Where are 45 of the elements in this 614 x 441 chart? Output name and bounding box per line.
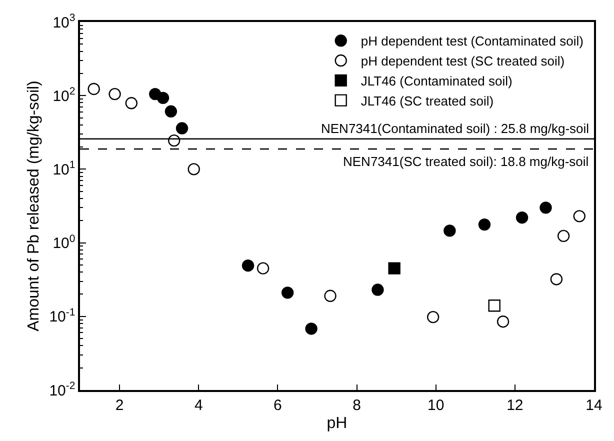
y-tick-label: 10$^{3}$ bbox=[52, 12, 76, 32]
ref-line-label: NEN7341(SC treated soil): 18.8 mg/kg-soil bbox=[343, 154, 589, 169]
point bbox=[88, 82, 100, 96]
point bbox=[516, 212, 528, 224]
point bbox=[305, 322, 318, 335]
point bbox=[164, 105, 178, 118]
x-tick-label: 2 bbox=[115, 396, 124, 414]
point bbox=[281, 286, 294, 299]
y-tick-label: 10$^{0}$ bbox=[52, 232, 76, 252]
point bbox=[573, 210, 586, 222]
x-tick-label: 14 bbox=[586, 396, 602, 414]
y-tick-label: 10$^{-2}$ bbox=[49, 380, 76, 400]
point bbox=[488, 300, 500, 312]
x-tick-label: 6 bbox=[274, 396, 282, 414]
point bbox=[388, 262, 400, 274]
point bbox=[256, 262, 270, 274]
point bbox=[496, 315, 510, 328]
point bbox=[444, 224, 456, 237]
point bbox=[324, 290, 336, 302]
point bbox=[540, 202, 552, 214]
point bbox=[557, 230, 570, 242]
point bbox=[550, 273, 563, 286]
point bbox=[188, 163, 200, 176]
x-tick-label: 10 bbox=[428, 396, 444, 414]
legend-label: JLT46 (Contaminated soil) bbox=[360, 74, 512, 88]
point bbox=[156, 92, 170, 104]
y-axis-title: Amount of Pb released (mg/kg-soil) bbox=[26, 80, 43, 332]
y-tick-label: 10$^{1}$ bbox=[52, 159, 76, 178]
y-tick-label: 10$^{2}$ bbox=[52, 86, 76, 105]
point bbox=[176, 122, 188, 134]
point bbox=[426, 310, 440, 324]
point bbox=[242, 260, 254, 272]
x-axis-title: pH bbox=[326, 414, 348, 432]
point bbox=[125, 97, 138, 110]
point bbox=[108, 88, 121, 100]
x-tick-label: 12 bbox=[506, 396, 524, 414]
legend-label: pH dependent test (SC treated soil) bbox=[360, 54, 565, 69]
x-tick-label: 4 bbox=[194, 396, 203, 414]
x-tick-label: 8 bbox=[352, 396, 361, 414]
y-tick-label: 10$^{-1}$ bbox=[49, 306, 76, 326]
point bbox=[478, 218, 491, 231]
point bbox=[372, 284, 384, 296]
ref-line-label: NEN7341(Contaminated soil) : 25.8 mg/kg-soil bbox=[321, 121, 590, 136]
legend-label: pH dependent test (Contaminated soil) bbox=[360, 34, 584, 49]
legend-label: JLT46 (SC treated soil) bbox=[360, 93, 494, 108]
